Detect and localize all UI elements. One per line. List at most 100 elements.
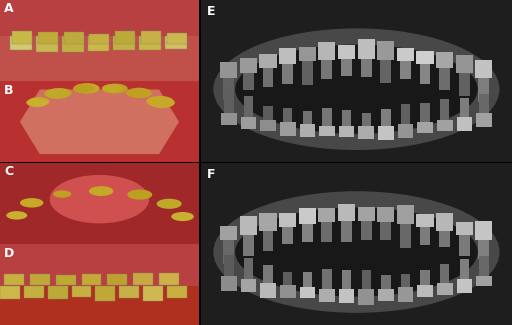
Circle shape	[157, 199, 182, 209]
Bar	[264, 106, 273, 120]
Bar	[397, 205, 414, 224]
Bar	[263, 231, 273, 251]
Bar	[48, 286, 68, 299]
Bar	[456, 222, 473, 235]
Bar	[400, 61, 411, 79]
Bar	[298, 47, 316, 61]
Bar	[261, 282, 276, 297]
Bar	[323, 108, 332, 126]
Bar	[139, 36, 161, 50]
Bar	[279, 48, 296, 64]
Bar	[380, 59, 391, 83]
Bar	[338, 204, 355, 221]
Bar	[479, 256, 488, 276]
Bar	[260, 54, 276, 68]
Ellipse shape	[214, 28, 500, 150]
Bar	[201, 0, 223, 146]
Bar	[261, 120, 276, 131]
Bar	[490, 163, 512, 309]
Bar	[220, 62, 238, 77]
Bar	[358, 126, 374, 139]
Bar	[244, 258, 253, 280]
Bar	[439, 231, 450, 247]
Bar	[303, 272, 312, 287]
Text: A: A	[4, 2, 14, 15]
Bar	[456, 55, 473, 72]
Polygon shape	[0, 0, 199, 36]
Bar	[143, 286, 163, 301]
Circle shape	[53, 190, 71, 198]
Bar	[244, 96, 253, 117]
Bar	[339, 126, 354, 137]
Bar	[459, 72, 470, 96]
Circle shape	[89, 186, 113, 196]
Bar	[322, 59, 332, 79]
Bar	[88, 36, 110, 51]
Bar	[224, 255, 233, 276]
Bar	[220, 226, 238, 240]
Ellipse shape	[214, 191, 500, 313]
Text: C: C	[4, 165, 13, 178]
Bar	[419, 227, 431, 245]
Bar	[417, 285, 433, 297]
Bar	[90, 34, 110, 45]
Bar	[398, 124, 413, 138]
Bar	[341, 221, 352, 242]
Polygon shape	[20, 89, 179, 154]
Bar	[319, 289, 335, 302]
Bar	[302, 224, 313, 242]
Bar	[416, 51, 434, 64]
Bar	[479, 94, 488, 113]
Bar	[397, 48, 414, 61]
Bar	[72, 286, 92, 297]
Bar	[56, 275, 76, 285]
Bar	[283, 108, 292, 122]
Bar	[358, 289, 374, 305]
Bar	[159, 273, 179, 285]
Bar	[377, 41, 394, 59]
Bar	[141, 31, 161, 45]
Bar	[61, 36, 83, 52]
Bar	[224, 94, 233, 113]
Bar	[476, 113, 492, 127]
Bar	[280, 285, 295, 298]
Text: B: B	[4, 84, 13, 97]
Ellipse shape	[50, 175, 149, 223]
Bar	[221, 113, 237, 125]
Bar	[377, 207, 394, 222]
Bar	[436, 213, 453, 231]
Bar	[241, 280, 257, 292]
Bar	[240, 216, 257, 235]
Bar	[338, 45, 355, 58]
Bar	[437, 282, 453, 294]
Bar	[223, 240, 234, 264]
Circle shape	[132, 90, 152, 98]
Bar	[420, 270, 430, 285]
Bar	[119, 286, 139, 298]
Bar	[282, 64, 293, 84]
Bar	[339, 289, 354, 303]
Bar	[279, 213, 296, 227]
Bar	[360, 58, 372, 77]
Bar	[38, 32, 58, 45]
Bar	[319, 126, 335, 136]
Bar	[133, 273, 153, 285]
Circle shape	[172, 212, 194, 221]
Bar	[401, 274, 410, 287]
Bar	[416, 214, 434, 227]
Bar	[303, 111, 312, 124]
Bar	[10, 36, 32, 50]
Circle shape	[6, 211, 27, 220]
Bar	[341, 58, 352, 76]
Bar	[342, 110, 351, 126]
Bar	[302, 61, 313, 85]
Ellipse shape	[235, 207, 478, 297]
Bar	[81, 274, 101, 285]
Bar	[459, 235, 470, 256]
Bar	[378, 289, 394, 301]
Bar	[457, 280, 472, 293]
Bar	[478, 77, 489, 102]
Bar	[240, 58, 257, 72]
Bar	[221, 276, 237, 291]
Bar	[437, 120, 453, 131]
